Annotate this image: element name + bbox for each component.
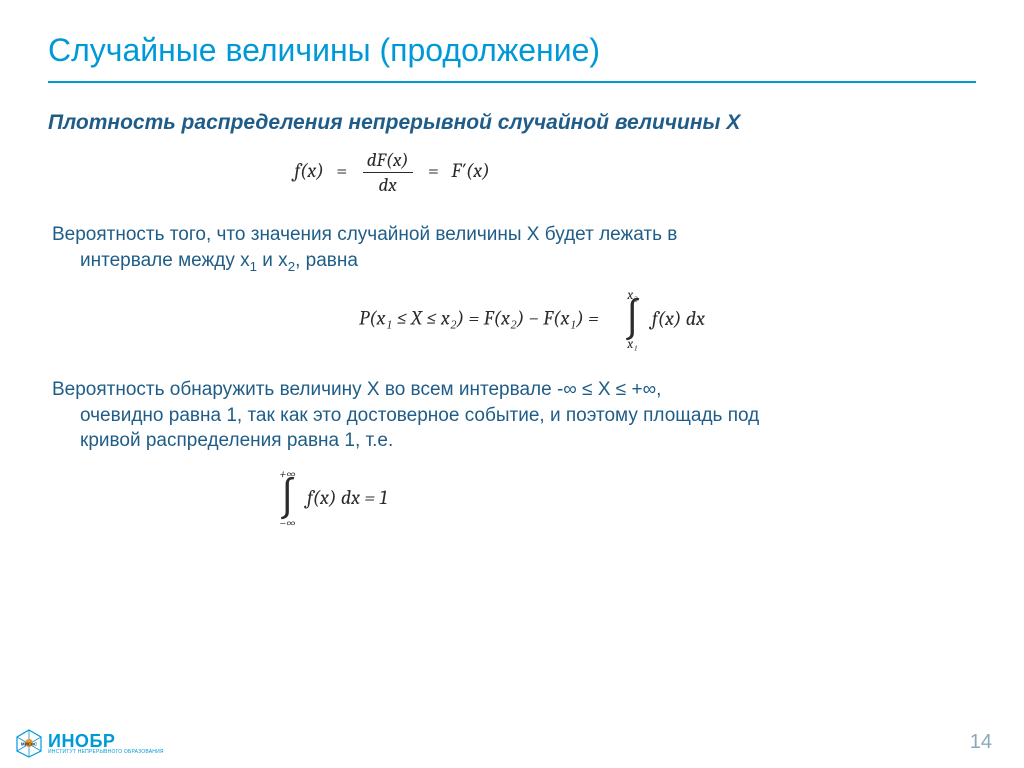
formula3-integral: +∞ ∫ −∞ [279, 468, 297, 530]
formula3-int-bot: −∞ [280, 517, 296, 530]
slide-title: Случайные величины (продолжение) [48, 32, 976, 69]
para2-line2: очевидно равна 1, так как это достоверно… [52, 403, 976, 429]
formula1-frac-num: dF(x) [363, 149, 413, 173]
para1-sub2: 2 [288, 258, 295, 273]
formula1-eq1: = [328, 159, 355, 182]
para1-sub1: 1 [250, 258, 257, 273]
formula-probability-interval: P(x₁ ≤ X ≤ x₂) = F(x₂) − F(x₁) = x₂ ∫ x₁… [48, 289, 976, 351]
integral-icon: ∫ [279, 481, 297, 517]
paragraph-interval: Вероятность того, что значения случайной… [48, 222, 976, 275]
logo-main: ИНОБР [48, 732, 164, 750]
formula1-eq2: = [420, 159, 447, 182]
para1-line2: интервале между x1 и x2, равна [52, 248, 976, 276]
formula1-lhs: f(x) [294, 159, 323, 182]
para1-c: и x [257, 250, 288, 271]
paragraph-whole-interval: Вероятность обнаружить величину X во все… [48, 377, 976, 454]
para1-line1: Вероятность того, что значения случайной… [52, 224, 677, 245]
para1-b: интервале между x [80, 250, 250, 271]
formula2-integral: x₂ ∫ x₁ [624, 289, 642, 351]
slide: Случайные величины (продолжение) Плотнос… [0, 0, 1024, 768]
para2-line3: кривой распределения равна 1, т.е. [52, 428, 976, 454]
formula1-rhs: F′(x) [451, 159, 489, 182]
page-number: 14 [970, 731, 992, 754]
para1-d: , равна [295, 250, 358, 271]
formula1-fraction: dF(x) dx [363, 149, 413, 196]
logo-text: ИНОБР ИНСТИТУТ НЕПРЕРЫВНОГО ОБРАЗОВАНИЯ [48, 732, 164, 755]
logo-sub: ИНСТИТУТ НЕПРЕРЫВНОГО ОБРАЗОВАНИЯ [48, 750, 164, 755]
svg-text:МИСиС: МИСиС [21, 742, 38, 747]
formula-total-probability: +∞ ∫ −∞ f(x) dx = 1 [48, 468, 976, 530]
integral-icon: ∫ [624, 302, 642, 338]
title-rule [48, 81, 976, 83]
formula3-integrand: f(x) dx = 1 [307, 486, 387, 509]
formula2-int-bot: x₁ [627, 338, 637, 351]
formula-density: f(x) = dF(x) dx = F′(x) [48, 149, 976, 196]
formula2-part1: P(x₁ ≤ X ≤ x₂) = F(x₂) − F(x₁) = [359, 307, 599, 330]
slide-subtitle: Плотность распределения непрерывной случ… [48, 111, 976, 135]
formula1-frac-den: dx [363, 173, 413, 196]
para2-line1: Вероятность обнаружить величину X во все… [52, 379, 661, 400]
logo: МИСиС ИНОБР ИНСТИТУТ НЕПРЕРЫВНОГО ОБРАЗО… [14, 728, 164, 758]
formula2-integrand: f(x) dx [652, 307, 705, 330]
logo-icon: МИСиС [14, 728, 44, 758]
